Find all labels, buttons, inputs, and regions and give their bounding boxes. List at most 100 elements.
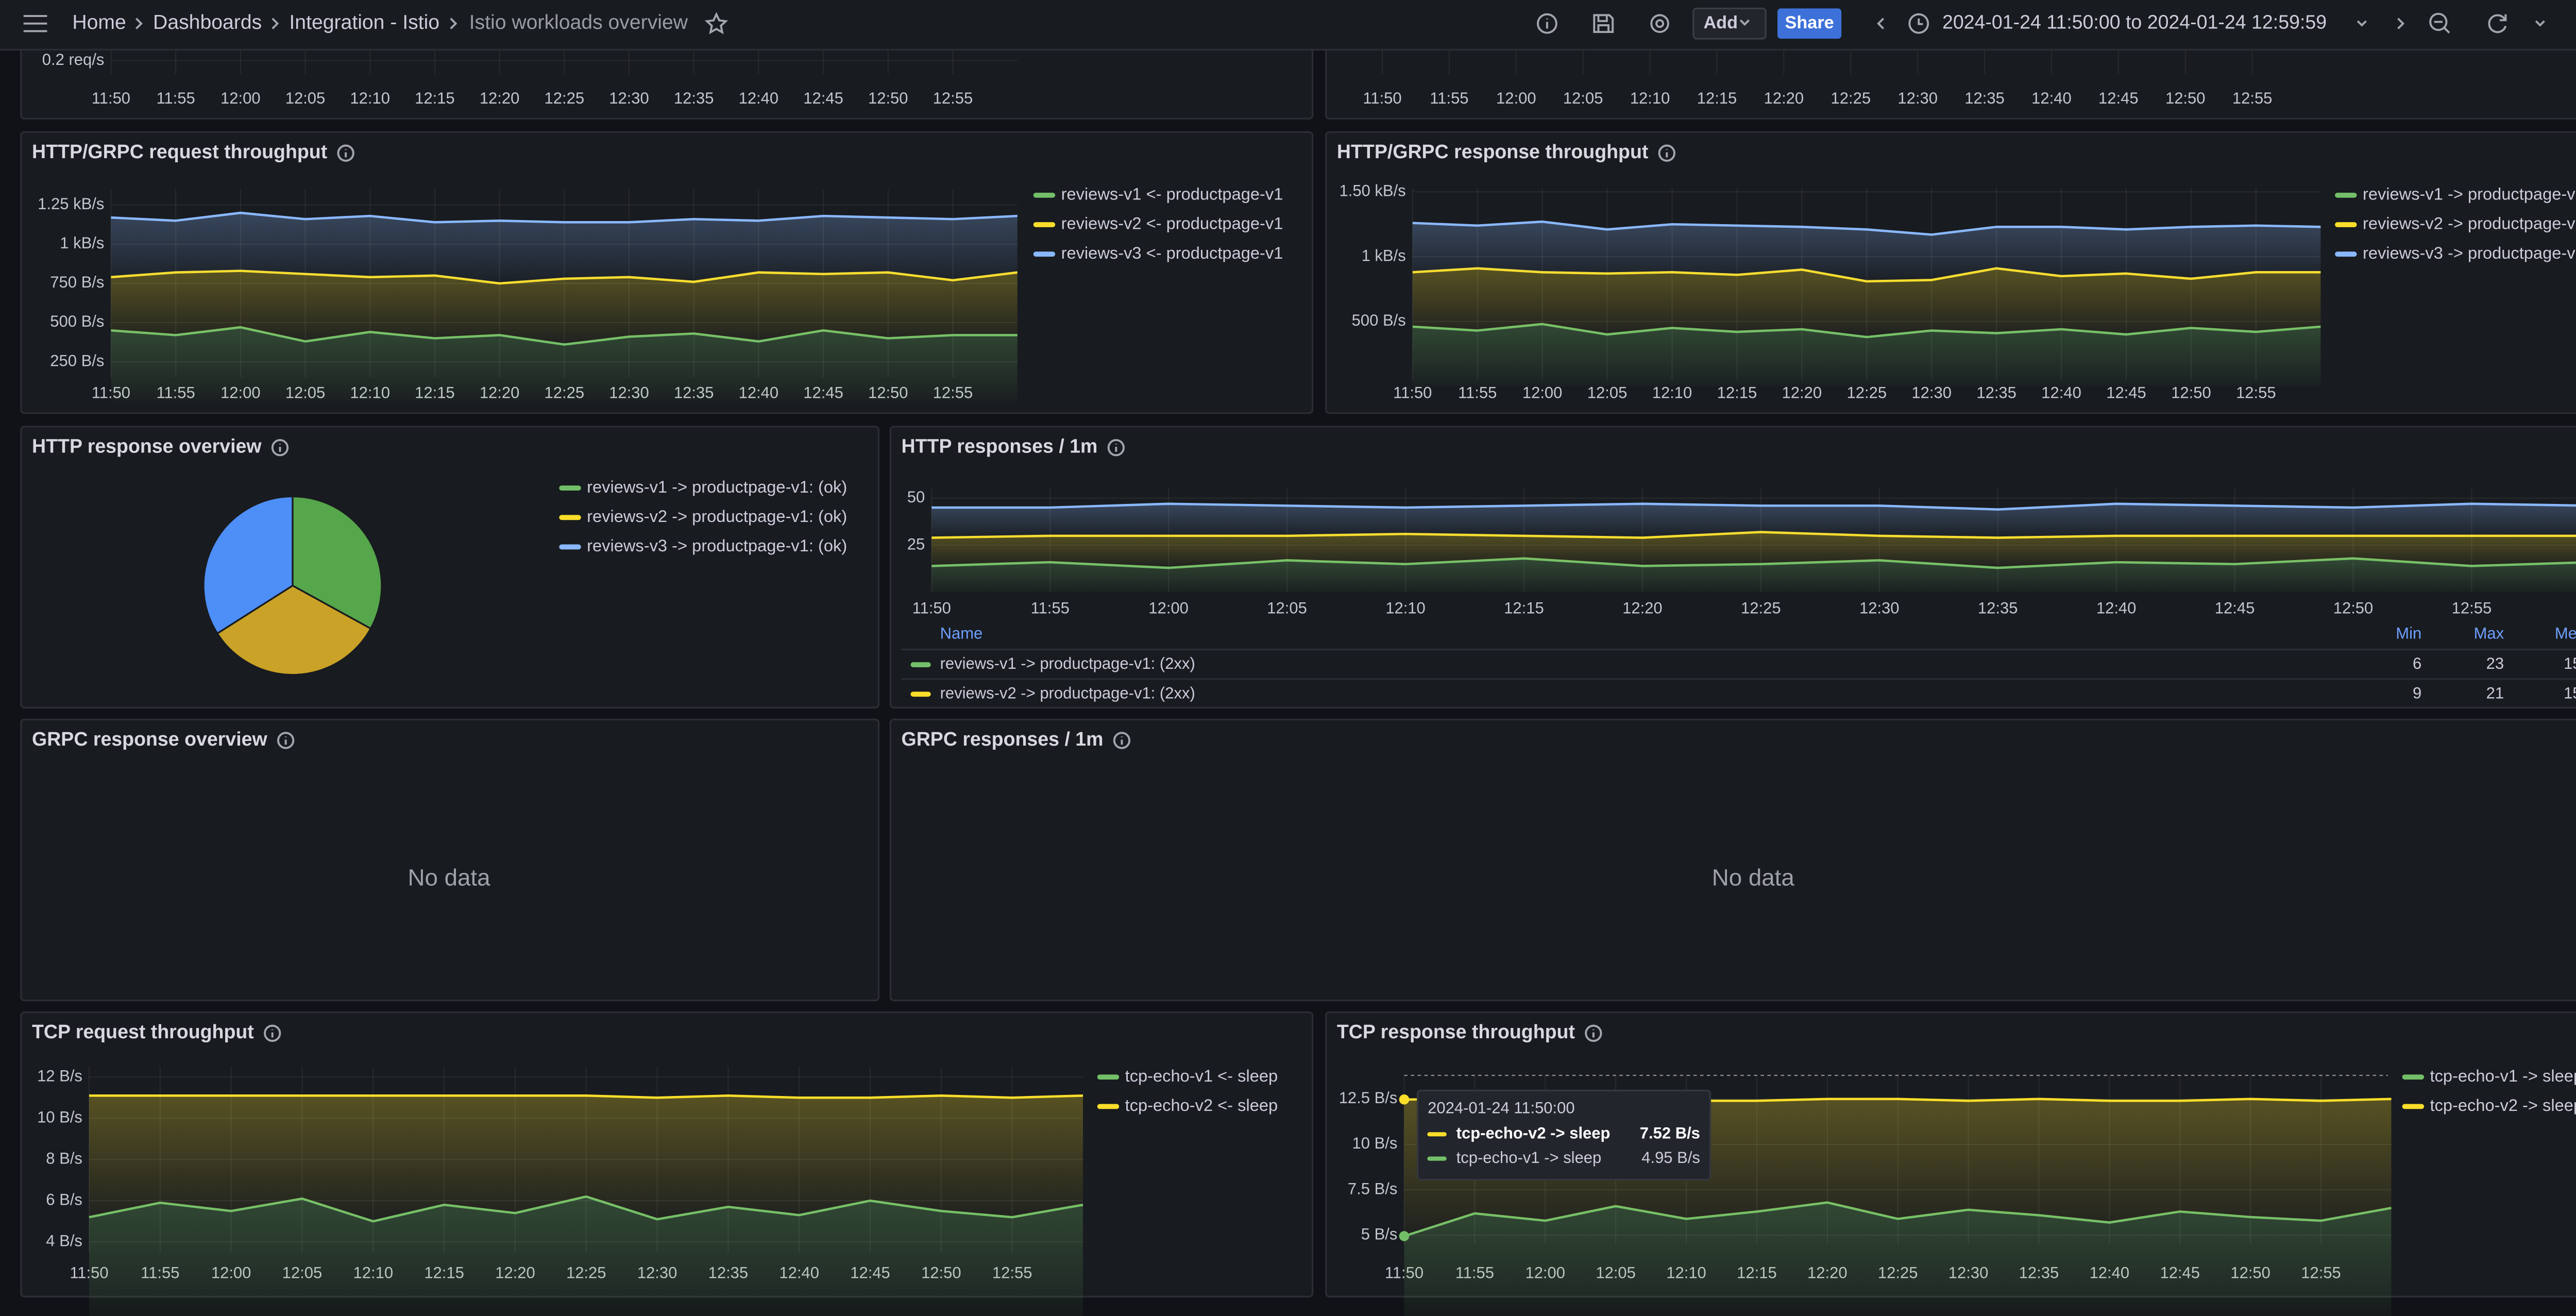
table-cell: 23: [2486, 654, 2504, 672]
caret: [1739, 19, 1750, 26]
save-icon: [1593, 14, 1614, 33]
y-tick-label: 7.5 B/s: [1348, 1179, 1397, 1197]
breadcrumb[interactable]: Integration - Istio: [289, 11, 439, 33]
area-fill: [1412, 324, 2321, 386]
x-tick-label: 12:50: [2171, 383, 2211, 401]
time-picker[interactable]: 2024-01-24 11:50:00 to 2024-01-24 12:59:…: [1908, 11, 2367, 34]
x-tick-label: 12:35: [674, 89, 714, 107]
x-tick-label: 12:25: [1831, 89, 1871, 107]
save-button[interactable]: [1593, 14, 1614, 33]
x-tick-label: 12:20: [480, 89, 520, 107]
refresh-button[interactable]: [2488, 14, 2507, 33]
x-tick-label: 11:55: [1430, 89, 1468, 107]
tooltip-value: 7.52 B/s: [1640, 1124, 1700, 1142]
x-tick-label: 12:10: [1385, 599, 1426, 617]
legend-label: reviews-v2 <- productpage-v1: [1061, 214, 1283, 233]
y-tick-label: 10 B/s: [37, 1108, 82, 1126]
gear-icon: [1655, 19, 1665, 28]
area-fill: [111, 327, 1018, 401]
y-tick-label: 50: [907, 488, 925, 506]
hover-point: [1399, 1094, 1410, 1105]
table-header: Max: [2474, 624, 2504, 642]
add-button[interactable]: Add: [1692, 7, 1767, 40]
area-fill: [1412, 268, 2321, 338]
time-back-button[interactable]: [1877, 18, 1885, 29]
x-tick-label: 12:05: [1587, 383, 1628, 401]
table-cell: 15.0: [2564, 684, 2576, 702]
x-tick-label: 12:30: [1859, 599, 1900, 617]
series-line: [111, 211, 1018, 224]
legend-label: reviews-v1 -> productpage-v1: (ok): [587, 477, 847, 496]
table-cell: 6: [2413, 654, 2421, 672]
add-label: Add: [1703, 13, 1738, 32]
x-tick-label: 12:05: [285, 89, 326, 107]
panel-title: TCP response throughput: [1337, 1021, 1575, 1042]
x-tick-label: 11:50: [912, 599, 951, 617]
table-cell: 9: [2413, 684, 2421, 702]
panel-info-icon: [1107, 439, 1125, 457]
x-tick-label: 12:00: [221, 89, 261, 107]
x-tick-label: 12:20: [1764, 89, 1804, 107]
share-button[interactable]: Share: [1777, 8, 1842, 39]
panel-title: GRPC response overview: [32, 728, 267, 750]
add-button-bg: [1692, 7, 1767, 40]
area-fill: [931, 503, 2576, 538]
x-tick-label: 12:25: [545, 89, 585, 107]
area-fill: [931, 532, 2576, 568]
x-tick-label: 12:10: [1630, 89, 1670, 107]
panel: [889, 718, 2576, 1002]
x-tick-label: 11:55: [156, 89, 195, 107]
y-tick-label: 4 B/s: [46, 1231, 82, 1250]
share-button-bg: [1777, 8, 1842, 39]
breadcrumb-current: Istio workloads overview: [469, 11, 688, 33]
legend-label: reviews-v3 -> productpage-v1: [2363, 243, 2576, 262]
panel-info-icon: [337, 144, 354, 162]
time-forward-button[interactable]: [2397, 18, 2405, 29]
area-fill: [1404, 1202, 2392, 1316]
legend-label: reviews-v2 -> productpage-v1: (ok): [587, 507, 847, 526]
y-tick-label: 1 kB/s: [1362, 246, 1406, 264]
x-tick-label: 12:55: [2236, 383, 2276, 401]
separator: [272, 18, 279, 29]
x-tick-label: 12:25: [1741, 599, 1781, 617]
y-tick-label: 10 B/s: [1352, 1134, 1398, 1152]
y-tick-label: 500 B/s: [1352, 311, 1406, 329]
y-tick-label: 250 B/s: [50, 351, 104, 369]
zoom-out-button[interactable]: [2429, 12, 2450, 34]
panel-title: GRPC responses / 1m: [902, 728, 1104, 750]
y-tick-label: 8 B/s: [46, 1149, 82, 1167]
separator: [450, 18, 457, 29]
legend-label: tcp-echo-v2 -> sleep: [2430, 1095, 2576, 1115]
star-button[interactable]: [704, 12, 728, 35]
refresh-interval-button[interactable]: [2535, 20, 2545, 27]
no-data: No data: [1712, 865, 1795, 891]
x-tick-label: 11:55: [1458, 383, 1497, 401]
clock-icon: [1918, 18, 1923, 25]
y-tick-label: 1 kB/s: [60, 234, 104, 252]
y-tick-label: 5 B/s: [1361, 1225, 1398, 1243]
breadcrumb[interactable]: Dashboards: [153, 11, 262, 33]
x-tick-label: 12:40: [2041, 383, 2081, 401]
x-tick-label: 12:45: [803, 89, 843, 107]
table-cell: 15.7: [2564, 654, 2576, 672]
info-icon: [1536, 13, 1557, 34]
top-bar-bg: [0, 0, 2576, 49]
x-tick-label: 12:40: [739, 89, 779, 107]
x-tick-label: 12:15: [1717, 383, 1757, 401]
hover-point: [1399, 1231, 1410, 1241]
pie-slice: [216, 584, 372, 676]
info-button[interactable]: [1536, 13, 1557, 34]
x-tick-label: 12:45: [2106, 383, 2146, 401]
x-tick-label: 11:50: [92, 89, 130, 107]
tooltip-value: 4.95 B/s: [1641, 1149, 1700, 1167]
panel-title: HTTP/GRPC response throughput: [1337, 141, 1649, 162]
legend-label: tcp-echo-v1 -> sleep: [2430, 1066, 2576, 1085]
zoom-icon: [2429, 12, 2448, 31]
x-tick-label: 12:50: [2165, 89, 2206, 107]
settings-button[interactable]: [1650, 14, 1669, 33]
y-tick-label: 500 B/s: [50, 312, 104, 330]
menu-button[interactable]: [23, 15, 47, 32]
x-tick-label: 12:45: [2098, 89, 2139, 107]
breadcrumb[interactable]: Home: [72, 11, 126, 33]
